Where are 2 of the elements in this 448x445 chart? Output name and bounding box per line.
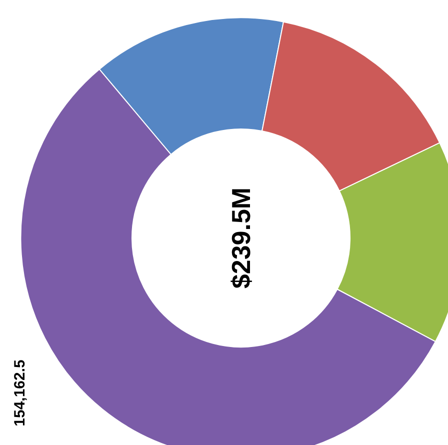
text: 154,162.5 <box>12 360 28 426</box>
text: $239.5M <box>226 187 256 289</box>
